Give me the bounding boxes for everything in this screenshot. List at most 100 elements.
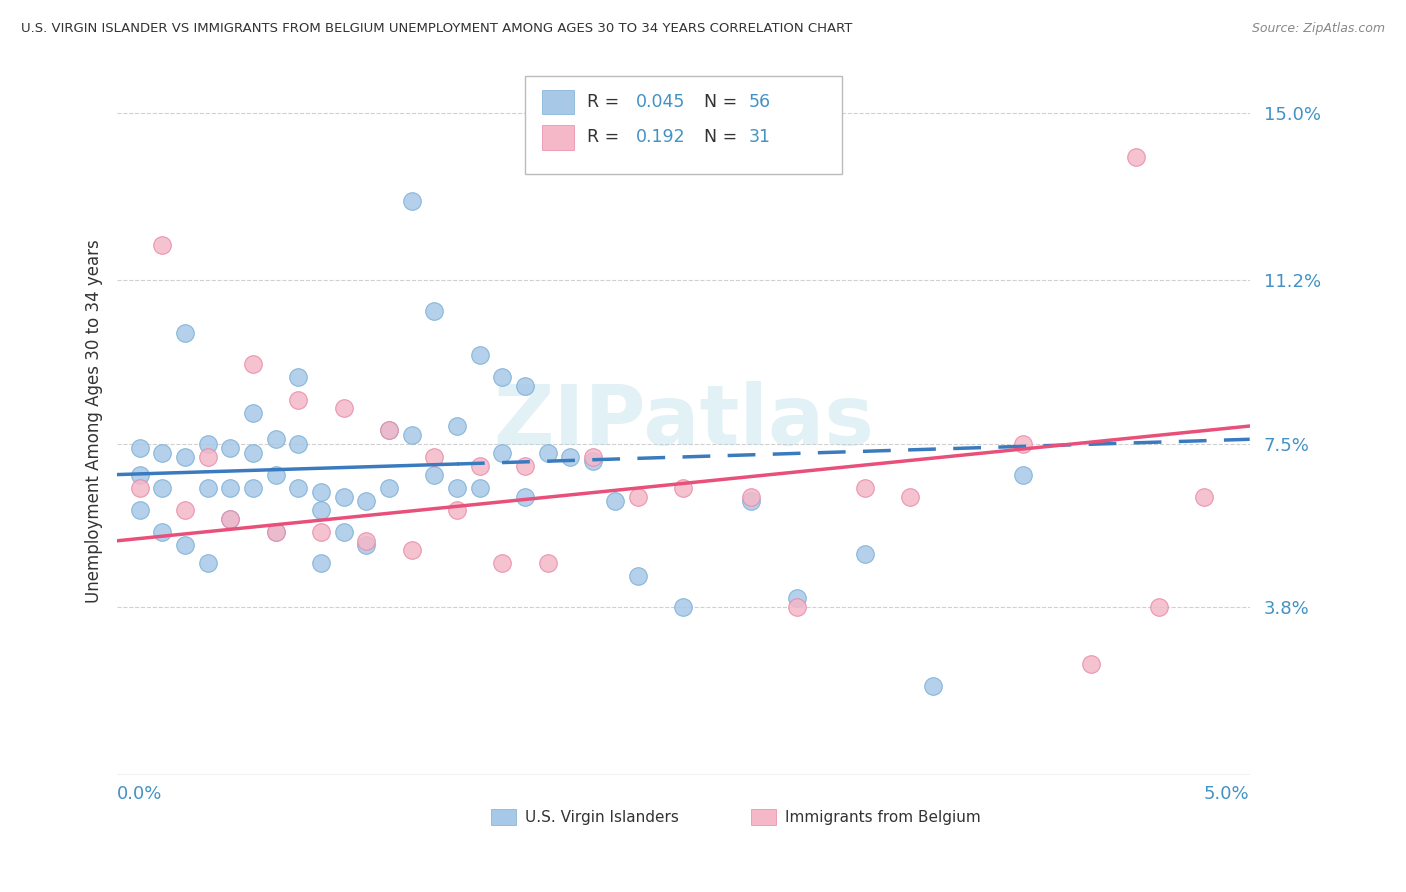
- Point: [152, 238, 174, 252]
- Point: [152, 524, 174, 539]
- Point: [356, 533, 378, 548]
- Point: [740, 490, 762, 504]
- Point: [332, 490, 354, 504]
- Point: [197, 556, 219, 570]
- Point: [446, 481, 468, 495]
- Point: [582, 450, 605, 464]
- Point: [174, 538, 197, 552]
- Point: [740, 494, 762, 508]
- Point: [174, 326, 197, 341]
- Point: [378, 424, 401, 438]
- Point: [513, 490, 536, 504]
- Point: [264, 467, 287, 482]
- Point: [309, 556, 332, 570]
- Point: [378, 424, 401, 438]
- Point: [491, 370, 513, 384]
- Point: [446, 419, 468, 434]
- Point: [242, 357, 264, 371]
- Point: [446, 503, 468, 517]
- Point: [513, 379, 536, 393]
- Point: [128, 441, 150, 455]
- Point: [560, 450, 582, 464]
- Point: [152, 481, 174, 495]
- Point: [332, 401, 354, 416]
- Point: [491, 445, 513, 459]
- Point: [219, 512, 242, 526]
- Point: [128, 481, 150, 495]
- Point: [672, 599, 695, 614]
- Text: ZIPatlas: ZIPatlas: [494, 381, 875, 462]
- Point: [1012, 436, 1035, 450]
- Point: [197, 450, 219, 464]
- Point: [468, 481, 491, 495]
- Point: [423, 467, 446, 482]
- Point: [242, 445, 264, 459]
- Point: [264, 432, 287, 446]
- Point: [287, 370, 309, 384]
- Text: U.S. Virgin Islanders: U.S. Virgin Islanders: [524, 810, 679, 824]
- Point: [786, 599, 808, 614]
- Point: [197, 436, 219, 450]
- Text: R =: R =: [588, 93, 624, 111]
- Point: [332, 524, 354, 539]
- Text: Source: ZipAtlas.com: Source: ZipAtlas.com: [1251, 22, 1385, 36]
- Text: R =: R =: [588, 128, 624, 146]
- Text: N =: N =: [704, 93, 742, 111]
- Text: 0.0%: 0.0%: [117, 785, 163, 804]
- Point: [513, 458, 536, 473]
- FancyBboxPatch shape: [491, 809, 516, 825]
- Point: [174, 450, 197, 464]
- Point: [356, 538, 378, 552]
- Point: [536, 445, 558, 459]
- Text: 0.192: 0.192: [636, 128, 686, 146]
- Text: 5.0%: 5.0%: [1204, 785, 1250, 804]
- Point: [242, 406, 264, 420]
- Point: [264, 524, 287, 539]
- Point: [1194, 490, 1216, 504]
- Point: [378, 481, 401, 495]
- FancyBboxPatch shape: [541, 90, 574, 114]
- Point: [219, 481, 242, 495]
- Point: [197, 481, 219, 495]
- Point: [401, 194, 423, 208]
- Point: [786, 591, 808, 606]
- Point: [672, 481, 695, 495]
- Point: [1080, 657, 1102, 672]
- Point: [605, 494, 627, 508]
- Point: [423, 304, 446, 318]
- Point: [1147, 599, 1170, 614]
- Point: [401, 428, 423, 442]
- Text: 0.045: 0.045: [636, 93, 685, 111]
- Point: [264, 524, 287, 539]
- Point: [401, 542, 423, 557]
- Point: [468, 348, 491, 362]
- Point: [219, 512, 242, 526]
- Point: [627, 490, 650, 504]
- Point: [853, 481, 876, 495]
- Point: [1012, 467, 1035, 482]
- Point: [174, 503, 197, 517]
- FancyBboxPatch shape: [541, 125, 574, 150]
- Point: [287, 436, 309, 450]
- Point: [128, 503, 150, 517]
- Point: [468, 458, 491, 473]
- Point: [1125, 150, 1147, 164]
- Point: [491, 556, 513, 570]
- Point: [582, 454, 605, 468]
- Text: U.S. VIRGIN ISLANDER VS IMMIGRANTS FROM BELGIUM UNEMPLOYMENT AMONG AGES 30 TO 34: U.S. VIRGIN ISLANDER VS IMMIGRANTS FROM …: [21, 22, 852, 36]
- Y-axis label: Unemployment Among Ages 30 to 34 years: Unemployment Among Ages 30 to 34 years: [86, 240, 103, 604]
- Point: [309, 485, 332, 500]
- Text: 56: 56: [749, 93, 772, 111]
- Point: [287, 392, 309, 407]
- Point: [152, 445, 174, 459]
- Point: [242, 481, 264, 495]
- FancyBboxPatch shape: [524, 76, 842, 175]
- Point: [309, 503, 332, 517]
- Point: [921, 680, 943, 694]
- Point: [287, 481, 309, 495]
- Point: [627, 569, 650, 583]
- Point: [219, 441, 242, 455]
- Text: Immigrants from Belgium: Immigrants from Belgium: [786, 810, 981, 824]
- Point: [853, 547, 876, 561]
- Point: [128, 467, 150, 482]
